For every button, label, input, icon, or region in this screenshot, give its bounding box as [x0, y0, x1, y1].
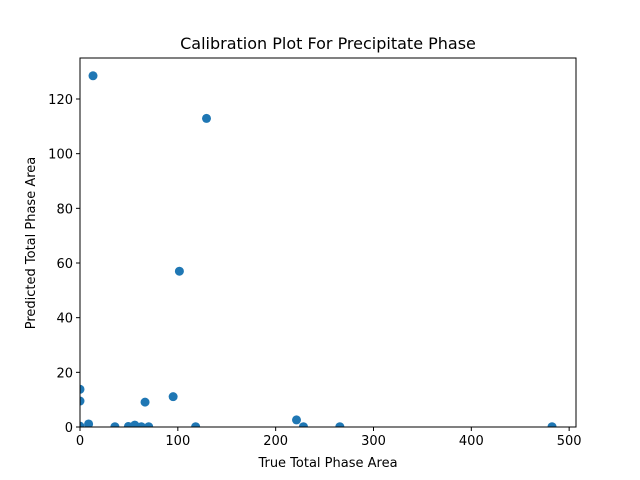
y-tick-label: 20: [56, 366, 73, 381]
y-tick-label: 0: [65, 421, 73, 436]
scatter-point: [136, 422, 146, 427]
x-axis-label: True Total Phase Area: [257, 456, 397, 471]
scatter-point: [174, 266, 184, 276]
scatter-point: [130, 420, 140, 427]
scatter-point: [140, 397, 150, 407]
y-tick-label: 100: [48, 148, 73, 163]
x-tick-label: 100: [165, 434, 190, 449]
plot-frame: [79, 57, 577, 428]
x-tick-label: 300: [361, 434, 386, 449]
scatter-point: [298, 422, 308, 427]
x-tick-label: 400: [459, 434, 484, 449]
scatter-point: [80, 396, 85, 406]
y-tick-label: 40: [56, 312, 73, 327]
scatter-point: [191, 422, 201, 427]
scatter-point: [88, 71, 98, 81]
scatter-point: [335, 422, 345, 427]
y-axis-label: Predicted Total Phase Area: [24, 157, 39, 330]
x-tick-label: 200: [263, 434, 288, 449]
x-tick-label: 0: [76, 434, 84, 449]
scatter-point: [144, 422, 154, 427]
y-tick-label: 60: [56, 257, 73, 272]
scatter-point: [547, 422, 557, 427]
x-tick-label: 500: [557, 434, 582, 449]
scatter-point: [291, 415, 301, 425]
axis-ticks: 0 100 200 300 400 500 0 20 40 60 80 100 120: [48, 93, 581, 449]
scatter-point: [110, 422, 120, 427]
scatter-point: [80, 421, 85, 427]
y-tick-label: 120: [48, 93, 73, 108]
scatter-point: [168, 392, 178, 402]
scatter-point: [84, 419, 94, 427]
scatter-point: [80, 384, 85, 394]
data-points: [80, 71, 557, 427]
chart-title: Calibration Plot For Precipitate Phase: [180, 34, 476, 53]
scatter-point: [201, 113, 211, 123]
y-tick-label: 80: [56, 202, 73, 217]
